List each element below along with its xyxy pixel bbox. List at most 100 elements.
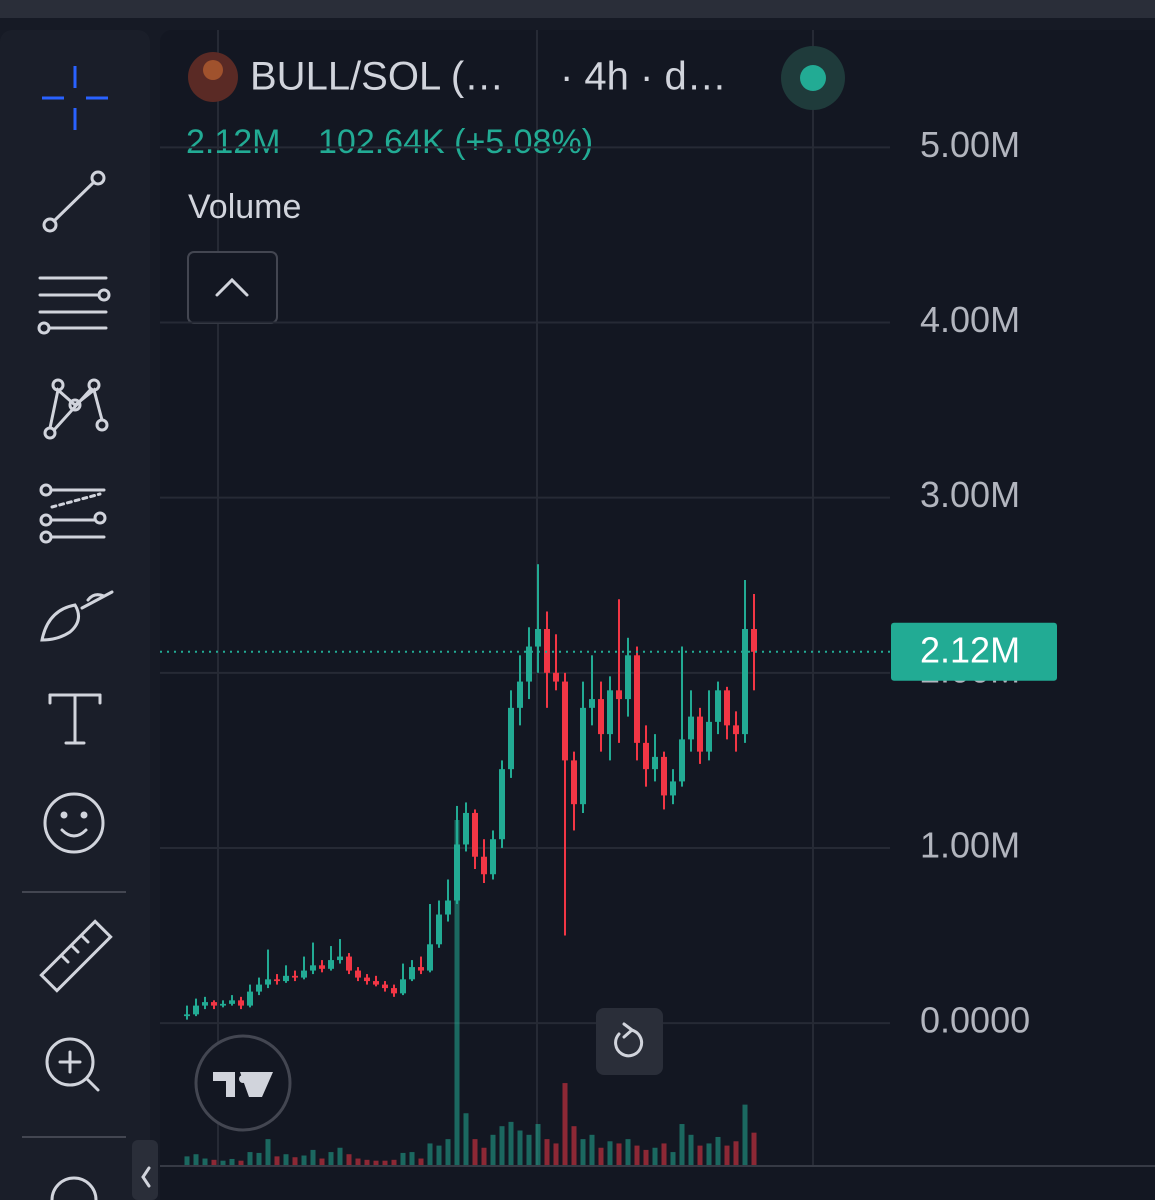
- volume-bar: [589, 1134, 595, 1165]
- y-tick-label: 0.0000: [920, 1000, 1030, 1041]
- volume-bar: [445, 1139, 451, 1165]
- volume-bar: [517, 1130, 523, 1165]
- volume-bar: [391, 1159, 397, 1165]
- candle-body: [328, 960, 334, 969]
- fib-tool[interactable]: [37, 276, 111, 335]
- candle-body: [499, 769, 505, 840]
- volume-bar: [742, 1104, 748, 1165]
- volume-bar: [616, 1143, 622, 1165]
- y-tick-label: 3.00M: [920, 474, 1020, 515]
- ruler-tool[interactable]: [39, 919, 113, 993]
- y-tick-label: 1.00M: [920, 824, 1020, 865]
- volume-bar: [292, 1157, 298, 1165]
- volume-bar: [346, 1154, 352, 1165]
- brush-tool[interactable]: [40, 590, 114, 642]
- volume-bar: [562, 1083, 568, 1165]
- tv-logo-mark: [213, 1072, 273, 1097]
- volume-bar: [229, 1158, 235, 1165]
- volume-bar: [508, 1121, 514, 1165]
- interval: · 4h · d…: [560, 55, 727, 99]
- volume-bar: [652, 1147, 658, 1165]
- volume-bar: [319, 1158, 325, 1165]
- volume-bar: [481, 1147, 487, 1165]
- candle-body: [400, 979, 406, 994]
- volume-bar: [211, 1159, 217, 1165]
- candle-body: [697, 716, 703, 752]
- candle-body: [517, 681, 523, 708]
- volume-bar: [355, 1158, 361, 1165]
- candle-body: [229, 1000, 235, 1004]
- candle-body: [310, 965, 316, 971]
- volume-bar: [625, 1139, 631, 1165]
- candle-body: [553, 672, 559, 682]
- candle-body: [355, 970, 361, 978]
- volume-bar: [409, 1152, 415, 1165]
- candle-body: [661, 756, 667, 796]
- candle-body: [706, 721, 712, 752]
- candle-body: [616, 690, 622, 700]
- emoji-tool[interactable]: [43, 792, 105, 854]
- candle-body: [364, 977, 370, 982]
- candle-body: [733, 725, 739, 735]
- tv-logo-dot: [239, 1075, 247, 1083]
- volume-bar: [535, 1124, 541, 1165]
- candle-body: [580, 707, 586, 805]
- volume-bar: [265, 1139, 271, 1165]
- volume-bar: [364, 1159, 370, 1165]
- text-tool[interactable]: [48, 693, 102, 745]
- candle-body: [589, 699, 595, 708]
- chevron-up: [215, 277, 249, 297]
- volume-bar: [706, 1143, 712, 1165]
- trend-line-tool[interactable]: [42, 170, 106, 233]
- candle-body: [526, 646, 532, 682]
- volume-bar: [247, 1152, 253, 1165]
- more-tool[interactable]: [50, 1176, 98, 1200]
- candle-body: [247, 991, 253, 1006]
- top-bar: [0, 0, 1155, 18]
- candle-body: [436, 914, 442, 945]
- volume-bar: [328, 1152, 334, 1165]
- volume-bar: [697, 1145, 703, 1165]
- candle-body: [346, 956, 352, 971]
- volume-bar: [274, 1156, 280, 1165]
- y-tick-label: 5.00M: [920, 124, 1020, 165]
- volume-bar: [400, 1152, 406, 1165]
- candle-body: [283, 975, 289, 982]
- candle-body: [337, 956, 343, 961]
- volume-bar: [184, 1156, 190, 1165]
- candle-body: [454, 844, 460, 901]
- reset-button[interactable]: [596, 1008, 663, 1075]
- volume-bar: [607, 1141, 613, 1165]
- volume-bar: [571, 1126, 577, 1165]
- volume-bar: [418, 1158, 424, 1165]
- candle-body: [445, 900, 451, 915]
- candle-body: [742, 629, 748, 735]
- status-dot: [800, 65, 826, 91]
- candle-body: [274, 979, 280, 982]
- pattern-tool[interactable]: [43, 378, 109, 440]
- candle-body: [490, 839, 496, 875]
- candle-body: [265, 979, 271, 985]
- candle-body: [643, 742, 649, 770]
- volume-bar: [337, 1147, 343, 1165]
- candle-body: [562, 681, 568, 761]
- volume-bar: [193, 1154, 199, 1165]
- candle-body: [751, 629, 757, 652]
- candle-body: [418, 967, 424, 971]
- zoom-tool[interactable]: [45, 1037, 100, 1092]
- toolbar: [0, 30, 150, 1200]
- volume-bar: [679, 1124, 685, 1165]
- crosshair-tool[interactable]: [42, 66, 108, 130]
- last-price: 2.12M: [186, 123, 281, 161]
- volume-bar: [724, 1145, 730, 1165]
- collapse-legend[interactable]: [187, 251, 278, 324]
- collapse-button[interactable]: [132, 1140, 158, 1200]
- candle-body: [202, 1002, 208, 1006]
- volume-bar: [373, 1160, 379, 1165]
- forecast-tool[interactable]: [39, 483, 107, 544]
- price-change: 102.64K (+5.08%): [318, 123, 593, 161]
- volume-bar: [499, 1126, 505, 1165]
